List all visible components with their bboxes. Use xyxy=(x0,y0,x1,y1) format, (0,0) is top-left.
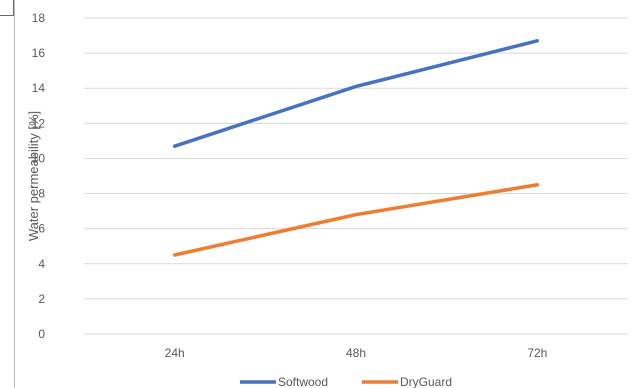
y-tick-label: 18 xyxy=(32,11,46,25)
left-border xyxy=(0,0,15,388)
y-tick-label: 8 xyxy=(38,187,45,201)
y-tick-label: 14 xyxy=(32,81,46,95)
y-tick-labels: 0 2 4 6 8 10 12 14 16 18 xyxy=(32,11,46,341)
series-lines xyxy=(172,39,540,257)
series-line-dryguard xyxy=(172,183,540,257)
legend-label-softwood: Softwood xyxy=(278,375,328,388)
y-tick-label: 6 xyxy=(38,222,45,236)
y-tick-label: 16 xyxy=(32,46,46,60)
gridlines xyxy=(84,17,628,335)
series-line-softwood xyxy=(172,39,540,148)
y-tick-label: 2 xyxy=(38,292,45,306)
y-tick-label: 12 xyxy=(32,116,46,130)
y-tick-label: 0 xyxy=(38,327,45,341)
x-tick-label: 72h xyxy=(527,346,547,360)
corner-tab xyxy=(0,0,14,16)
legend: Softwood DryGuard xyxy=(240,375,452,388)
x-tick-label: 48h xyxy=(346,346,366,360)
x-tick-label: 24h xyxy=(165,346,185,360)
y-axis-label: Water permeability [%] xyxy=(26,111,41,241)
y-tick-label: 10 xyxy=(32,151,46,165)
legend-label-dryguard: DryGuard xyxy=(400,375,452,388)
x-tick-labels: 24h 48h 72h xyxy=(165,346,548,360)
y-tick-label: 4 xyxy=(38,257,45,271)
